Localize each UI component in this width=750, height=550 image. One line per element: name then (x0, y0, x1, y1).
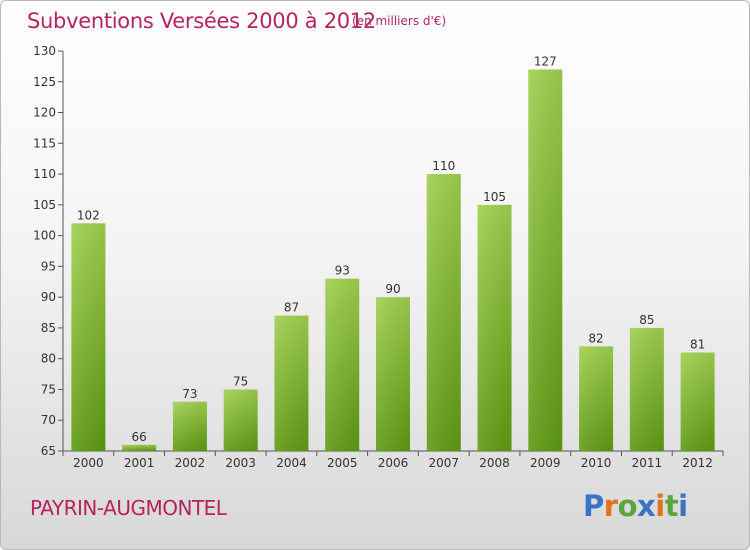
data-label: 73 (182, 387, 197, 401)
chart-unit-note: (en milliers d'€) (352, 14, 447, 28)
data-label: 81 (690, 338, 705, 352)
y-tick-label: 105 (33, 198, 56, 212)
data-label: 93 (335, 264, 350, 278)
y-tick-label: 80 (41, 352, 56, 366)
data-label: 105 (483, 190, 506, 204)
logo-letter: o (617, 489, 638, 523)
y-tick-label: 120 (33, 106, 56, 120)
place-name: PAYRIN-AUGMONTEL (30, 496, 227, 520)
chart-title: Subventions Versées 2000 à 2012 (27, 9, 376, 33)
x-tick-label: 2008 (479, 456, 510, 470)
y-tick-label: 90 (41, 290, 56, 304)
bar-shade-2007 (426, 174, 461, 452)
x-tick-label: 2003 (225, 456, 256, 470)
data-label: 110 (432, 159, 455, 173)
logo-letter: x (637, 489, 656, 523)
bar-shade-2004 (274, 315, 309, 451)
chart-data-labels: 102 66 73 75 87 93 90 110 105 127 82 85 81 (77, 54, 705, 443)
x-tick-label: 2007 (428, 456, 459, 470)
y-tick-label: 110 (33, 167, 56, 181)
x-tick-label: 2011 (632, 456, 663, 470)
bar-shade-2006 (376, 297, 410, 451)
x-tick-label: 2000 (73, 456, 104, 470)
data-label: 90 (385, 282, 400, 296)
data-label: 82 (588, 331, 603, 345)
x-tick-label: 2006 (378, 456, 409, 470)
chart-bars (71, 69, 715, 452)
proxiti-logo: Proxiti (583, 489, 688, 523)
bar-shade-2010 (579, 346, 614, 451)
y-tick-label: 100 (33, 229, 56, 243)
x-tick-label: 2012 (682, 456, 713, 470)
data-label: 127 (534, 54, 557, 68)
y-tick-label: 95 (41, 259, 56, 273)
x-tick-label: 2009 (530, 456, 561, 470)
y-tick-label: 115 (33, 136, 56, 150)
bar-shade-2012 (680, 352, 715, 451)
bar-shade-2011 (629, 327, 664, 451)
data-label: 87 (284, 301, 299, 315)
y-tick-label: 65 (41, 444, 56, 458)
chart-axes: 65 70 75 80 85 90 95 100 105 110 115 120 125 130 2000 2… (33, 44, 724, 470)
x-tick-label: 2004 (276, 456, 307, 470)
bar-shade-2003 (223, 389, 258, 451)
data-label: 75 (233, 374, 248, 388)
y-tick-label: 125 (33, 75, 56, 89)
logo-letter: P (583, 489, 604, 523)
y-tick-label: 130 (33, 44, 56, 58)
bar-shade-2002 (172, 401, 207, 451)
x-tick-label: 2010 (581, 456, 612, 470)
data-label: 66 (132, 430, 147, 444)
logo-letter: i (678, 489, 688, 523)
y-tick-label: 75 (41, 382, 56, 396)
x-tick-label: 2002 (175, 456, 206, 470)
data-label: 102 (77, 208, 100, 222)
logo-letter: r (603, 489, 618, 523)
logo-letter: i (655, 489, 665, 523)
bar-shade-2001 (122, 444, 157, 451)
y-tick-label: 70 (41, 413, 56, 427)
x-tick-label: 2001 (124, 456, 155, 470)
bar-shade-2000 (71, 223, 106, 451)
data-label: 85 (639, 313, 654, 327)
x-tick-label: 2005 (327, 456, 358, 470)
bar-shade-2008 (477, 204, 512, 451)
bar-shade-2009 (528, 69, 563, 451)
logo-letter: t (664, 489, 679, 523)
bar-shade-2005 (325, 278, 360, 451)
y-tick-label: 85 (41, 321, 56, 335)
